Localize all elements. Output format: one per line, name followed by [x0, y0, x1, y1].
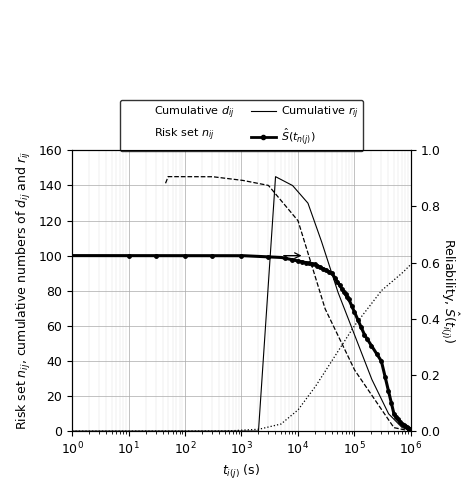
Y-axis label: Reliability, $\hat{S}(t_{i(j)})$: Reliability, $\hat{S}(t_{i(j)})$ — [438, 238, 460, 343]
Legend: Cumulative $d_{ij}$, Risk set $n_{ij}$, Cumulative $r_{ij}$, $\hat{S}(t_{n(j)})$: Cumulative $d_{ij}$, Risk set $n_{ij}$, … — [120, 100, 363, 151]
Y-axis label: Risk set $n_{ij}$, cumulative numbers of $d_{ij}$ and $r_{ij}$: Risk set $n_{ij}$, cumulative numbers of… — [15, 151, 33, 431]
X-axis label: $t_{i(j)}$ (s): $t_{i(j)}$ (s) — [222, 463, 261, 481]
